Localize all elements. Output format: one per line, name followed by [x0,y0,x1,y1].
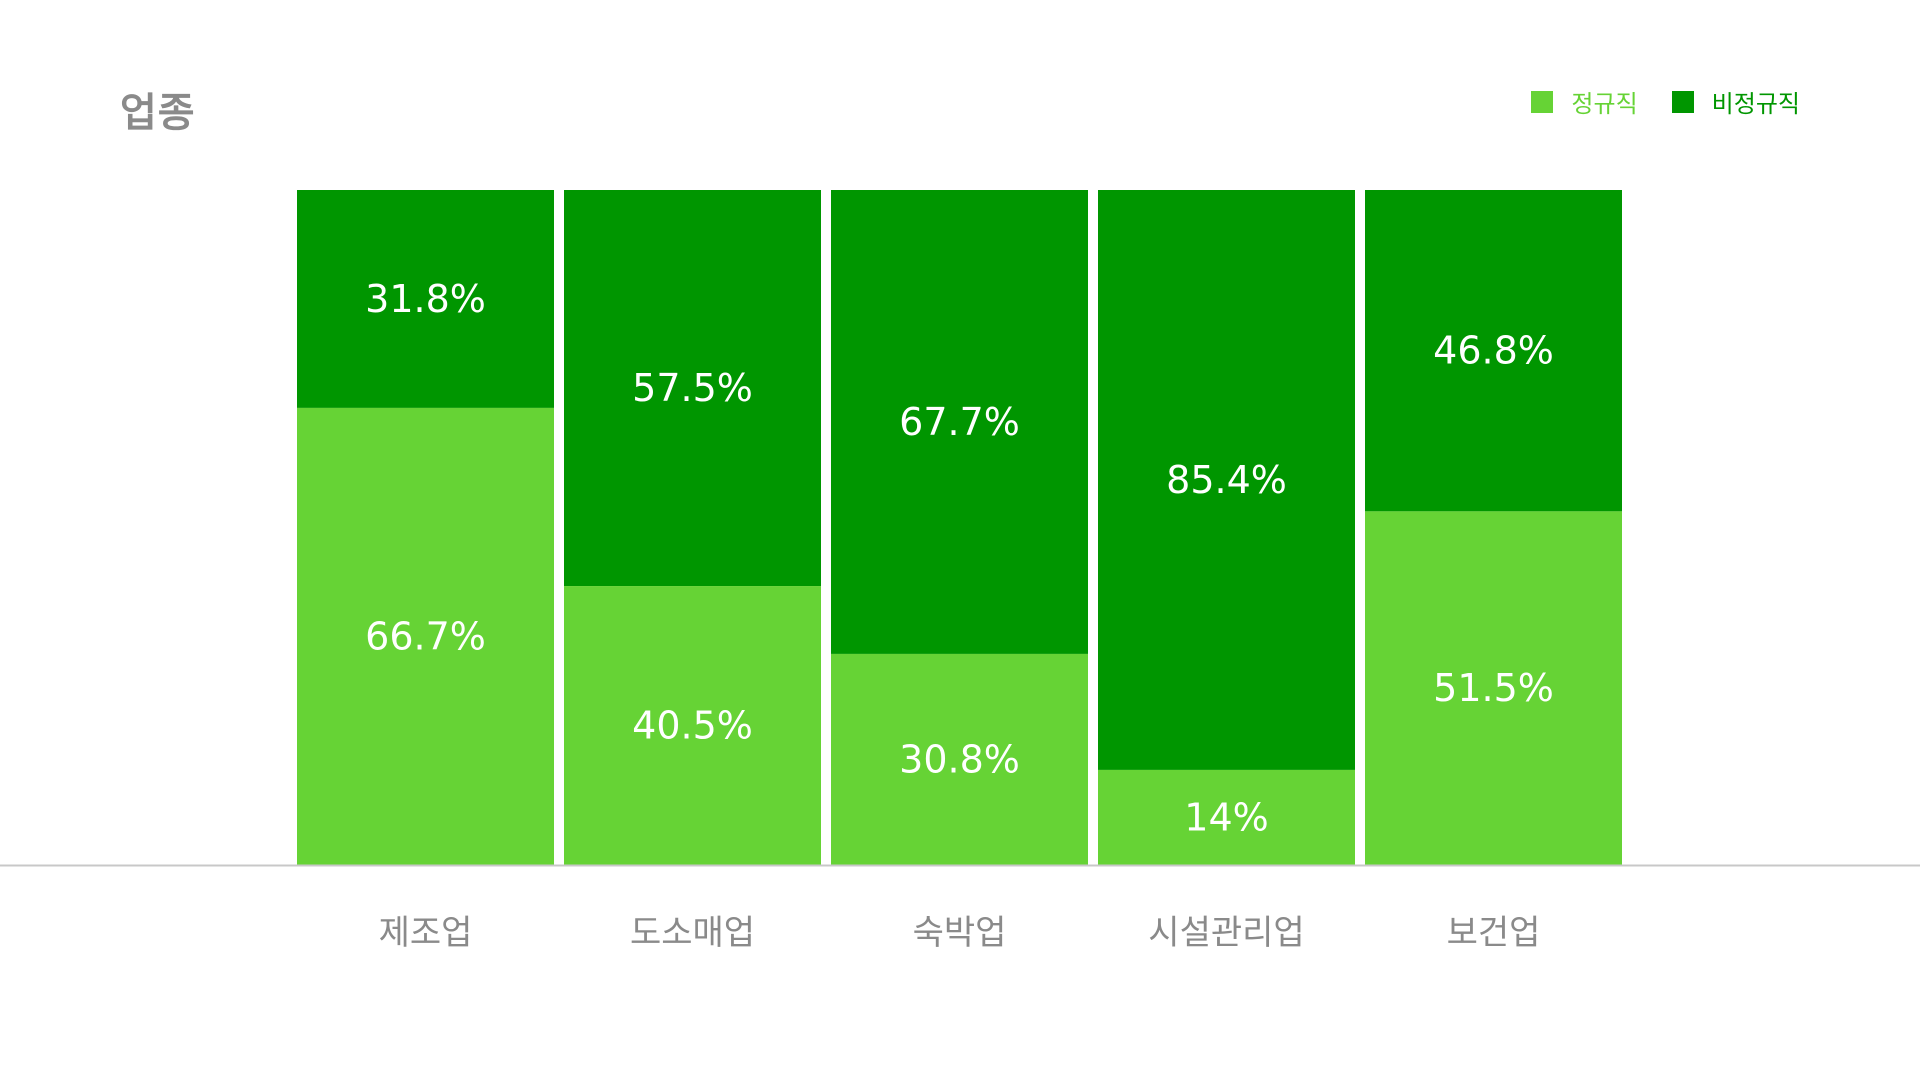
bar-regular-2 [831,653,1088,865]
bar-regular-1 [564,586,821,865]
bar-regular-3 [1098,769,1355,865]
bar-irregular-0 [297,190,554,408]
legend-label-regular: 정규직 [1571,90,1638,118]
data-label-irregular-0: 31.8% [365,277,486,321]
data-label-irregular-2: 67.7% [899,400,1020,444]
data-label-regular-1: 40.5% [632,704,753,748]
legend-swatch-irregular [1671,90,1694,113]
data-label-regular-3: 14% [1184,795,1268,839]
bar-irregular-2 [831,190,1088,654]
legend-item-regular[interactable]: 정규직 [1531,84,1638,119]
bar-regular-0 [297,407,554,865]
x-tick-label-1: 도소매업 [630,913,755,953]
legend: 정규직 비정규직 [1531,84,1800,119]
data-label-irregular-3: 85.4% [1166,458,1287,502]
x-tick-label-0: 제조업 [379,913,473,953]
legend-label-irregular: 비정규직 [1711,90,1800,118]
data-label-irregular-1: 57.5% [632,366,753,410]
data-label-regular-4: 51.5% [1433,666,1554,710]
x-tick-label-3: 시설관리업 [1148,913,1304,953]
chart-title: 업종 [120,90,196,136]
bar-irregular-1 [564,190,821,587]
legend-swatch-regular [1531,90,1554,113]
x-tick-label-2: 숙박업 [913,913,1007,953]
data-label-regular-2: 30.8% [899,737,1020,781]
data-label-regular-0: 66.7% [365,614,486,658]
bar-irregular-4 [1365,190,1622,512]
data-label-irregular-4: 46.8% [1433,329,1554,373]
bar-regular-4 [1365,511,1622,865]
legend-item-irregular[interactable]: 비정규직 [1671,84,1800,119]
bar-irregular-3 [1098,190,1355,770]
x-tick-label-4: 보건업 [1447,913,1541,953]
